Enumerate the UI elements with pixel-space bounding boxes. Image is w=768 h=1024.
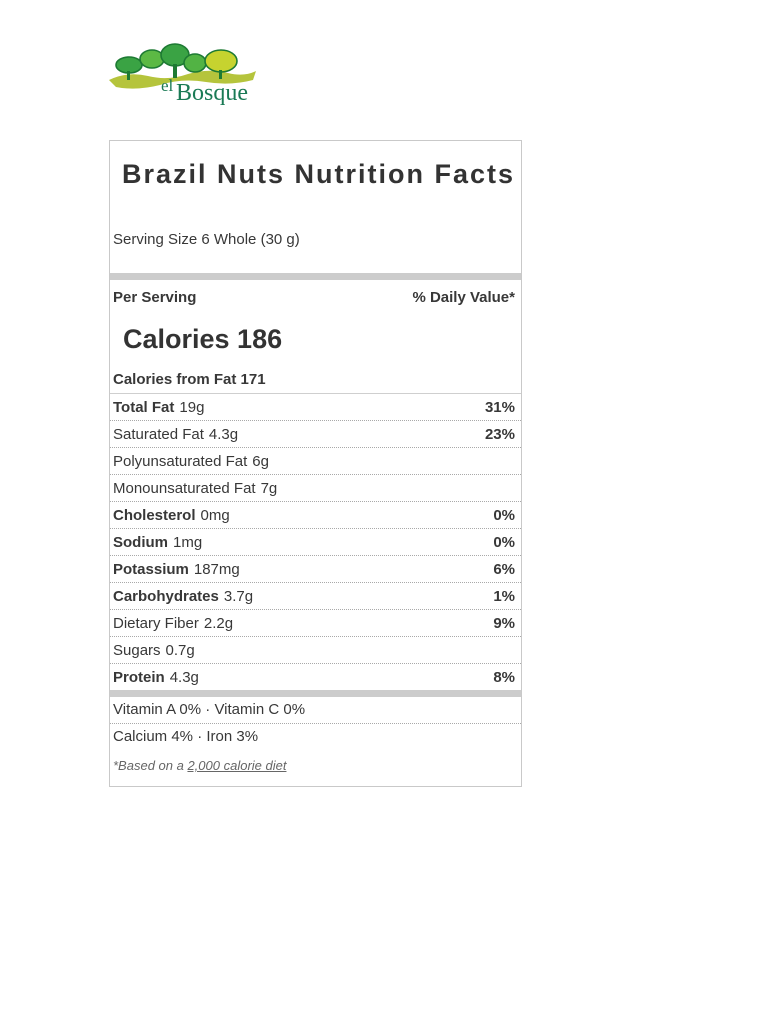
daily-value-cell: 1% — [493, 587, 515, 605]
daily-value-cell: 9% — [493, 614, 515, 632]
table-row-carbohydrates: Carbohydrates 3.7g 1% — [110, 583, 521, 610]
nutrient-amount: 4.3g — [169, 668, 199, 686]
table-row-sodium: Sodium 1mg 0% — [110, 529, 521, 556]
el-bosque-logo: el Bosque — [108, 38, 258, 106]
nutrient-label: Total Fat — [113, 398, 175, 416]
table-row-dietary-fiber: Dietary Fiber 2.2g 9% — [110, 610, 521, 637]
nutrient-label: Cholesterol — [113, 506, 196, 524]
brand-bosque-text: Bosque — [176, 80, 248, 106]
nutrient-label: Sodium — [113, 533, 168, 551]
nutrient-amount: 19g — [179, 398, 205, 416]
nutrient-label: Polyunsaturated Fat — [113, 452, 248, 470]
footnote: *Based on a 2,000 calorie diet — [110, 750, 521, 786]
vitamins-line-2: Calcium 4% · Iron 3% — [113, 728, 259, 745]
nutrient-label: Potassium — [113, 560, 189, 578]
footnote-prefix: *Based on a — [113, 758, 188, 773]
nutrient-label: Saturated Fat — [113, 425, 204, 443]
daily-value-cell: 8% — [493, 668, 515, 686]
trees-icon: el Bosque — [109, 43, 256, 106]
table-row-cholesterol: Cholesterol 0mg 0% — [110, 502, 521, 529]
serving-size-text: Serving Size 6 Whole (30 g) — [113, 231, 300, 248]
nutrient-amount: 187mg — [193, 560, 240, 578]
daily-value-cell: 0% — [493, 506, 515, 524]
nutrient-amount: 2.2g — [203, 614, 234, 632]
nutrient-amount: 0.7g — [165, 641, 195, 659]
nutrient-label: Carbohydrates — [113, 587, 219, 605]
nutrition-facts-card: Brazil Nuts Nutrition Facts Serving Size… — [109, 140, 522, 787]
nutrient-amount: 6g — [252, 452, 269, 470]
brand-el-text: el — [161, 76, 174, 95]
nutrient-amount: 4.3g — [208, 425, 239, 443]
calories-from-fat: Calories from Fat 171 — [110, 371, 521, 394]
table-row-protein: Protein 4.3g 8% — [110, 664, 521, 690]
nutrient-amount: 7g — [260, 479, 278, 497]
nutrient-rows: Total Fat 19g 31% Saturated Fat 4.3g 23% P… — [110, 394, 521, 690]
table-row-total-fat: Total Fat 19g 31% — [110, 394, 521, 421]
daily-value-cell: 6% — [493, 560, 515, 578]
daily-value-label: % Daily Value* — [412, 289, 515, 306]
section-divider-bar — [110, 690, 521, 697]
page-title: Brazil Nuts Nutrition Facts — [122, 159, 516, 189]
daily-value-cell: 0% — [493, 533, 515, 551]
section-divider-bar — [110, 273, 521, 280]
nutrient-label: Dietary Fiber — [113, 614, 199, 632]
vitamins-line-1: Vitamin A 0% · Vitamin C 0% — [110, 697, 521, 724]
calories-value: Calories 186 — [123, 324, 283, 354]
table-row-saturated-fat: Saturated Fat 4.3g 23% — [110, 421, 521, 448]
daily-value-cell: 31% — [484, 398, 515, 416]
nutrient-amount: 1mg — [173, 533, 203, 551]
table-row-monounsaturated-fat: Monounsaturated Fat 7g — [110, 475, 521, 502]
nutrient-label: Sugars — [113, 641, 161, 659]
calorie-diet-link[interactable]: 2,000 calorie diet — [187, 758, 287, 773]
nutrient-amount: 3.7g — [223, 587, 254, 605]
table-row-potassium: Potassium 187mg 6% — [110, 556, 521, 583]
nutrient-amount: 0mg — [200, 506, 230, 524]
table-row-polyunsaturated-fat: Polyunsaturated Fat 6g — [110, 448, 521, 475]
nutrient-label: Protein — [113, 668, 165, 686]
vitamins-section: Vitamin A 0% · Vitamin C 0% Calcium 4% ·… — [110, 697, 521, 786]
card-header-section: Brazil Nuts Nutrition Facts Serving Size… — [110, 141, 521, 273]
table-header-row: Per Serving % Daily Value* — [110, 280, 521, 306]
per-serving-label: Per Serving — [113, 289, 197, 306]
table-row-sugars: Sugars 0.7g — [110, 637, 521, 664]
nutrient-table-section: Per Serving % Daily Value* Calories 186 … — [110, 280, 521, 690]
nutrient-label: Monounsaturated Fat — [113, 479, 256, 497]
daily-value-cell: 23% — [484, 425, 515, 443]
